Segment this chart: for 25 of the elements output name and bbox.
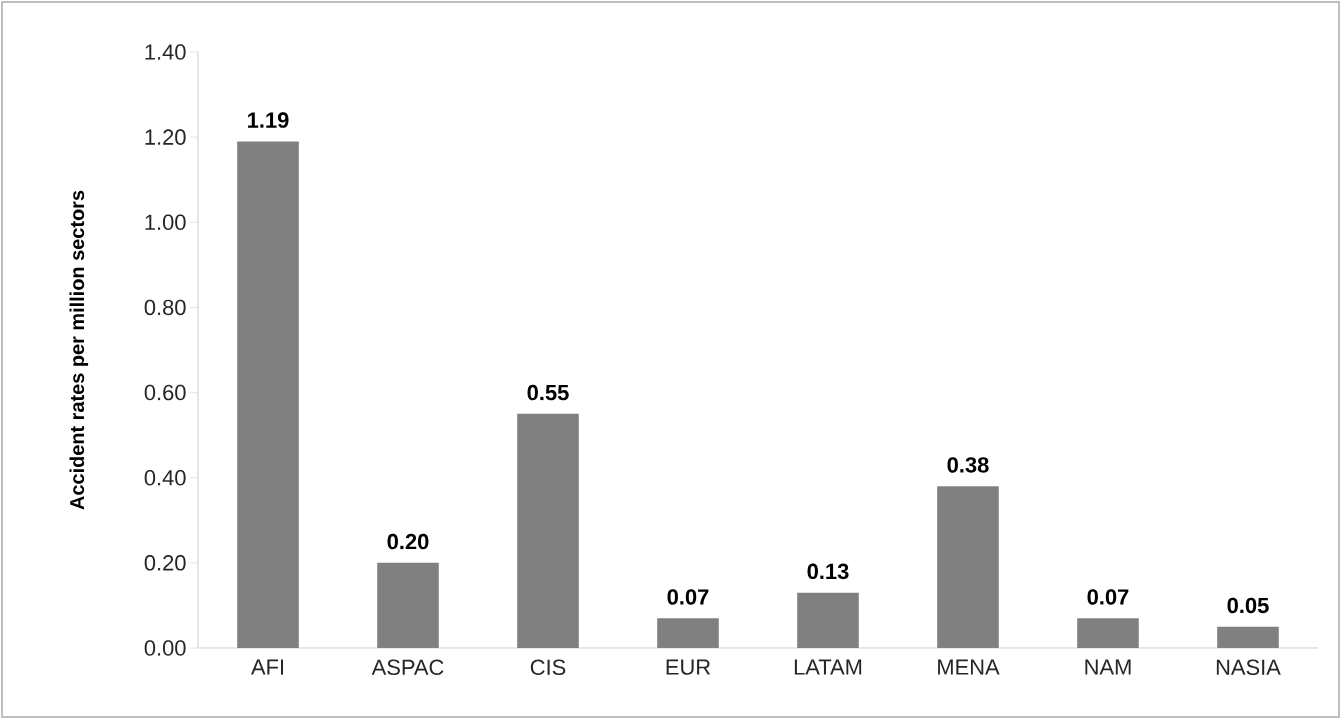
data-label: 0.55: [527, 384, 569, 401]
y-tick-label: 0.00: [144, 640, 186, 656]
data-label: 0.05: [1227, 597, 1269, 614]
y-tick-label: 1.00: [145, 214, 186, 231]
y-tick-label: 0.60: [144, 384, 186, 401]
y-tick-label: 0.20: [144, 555, 186, 571]
data-label: 0.07: [667, 589, 709, 605]
x-tick-label: AFI: [251, 659, 284, 675]
data-label: 0.07: [1087, 589, 1129, 605]
y-tick-label: 0.80: [144, 299, 186, 316]
x-tick-label: LATAM: [794, 659, 862, 675]
x-tick-label: NAM: [1085, 659, 1131, 675]
data-label: 0.20: [387, 533, 429, 550]
x-tick-label: MENA: [938, 659, 1000, 675]
y-tick-label: 0.40: [144, 469, 186, 486]
x-tick-label: EUR: [666, 659, 711, 675]
data-label: 0.13: [807, 563, 849, 580]
x-tick-label: CIS: [530, 659, 566, 676]
x-tick-label: NASIA: [1216, 659, 1281, 676]
data-label: 1.19: [248, 112, 289, 128]
y-tick-label: 1.40: [145, 44, 186, 60]
data-label: 0.38: [947, 457, 989, 473]
y-axis-title: Accident rates per million sectors: [69, 190, 89, 510]
x-tick-label: ASPAC: [371, 659, 444, 676]
y-tick-label: 1.20: [145, 129, 186, 145]
